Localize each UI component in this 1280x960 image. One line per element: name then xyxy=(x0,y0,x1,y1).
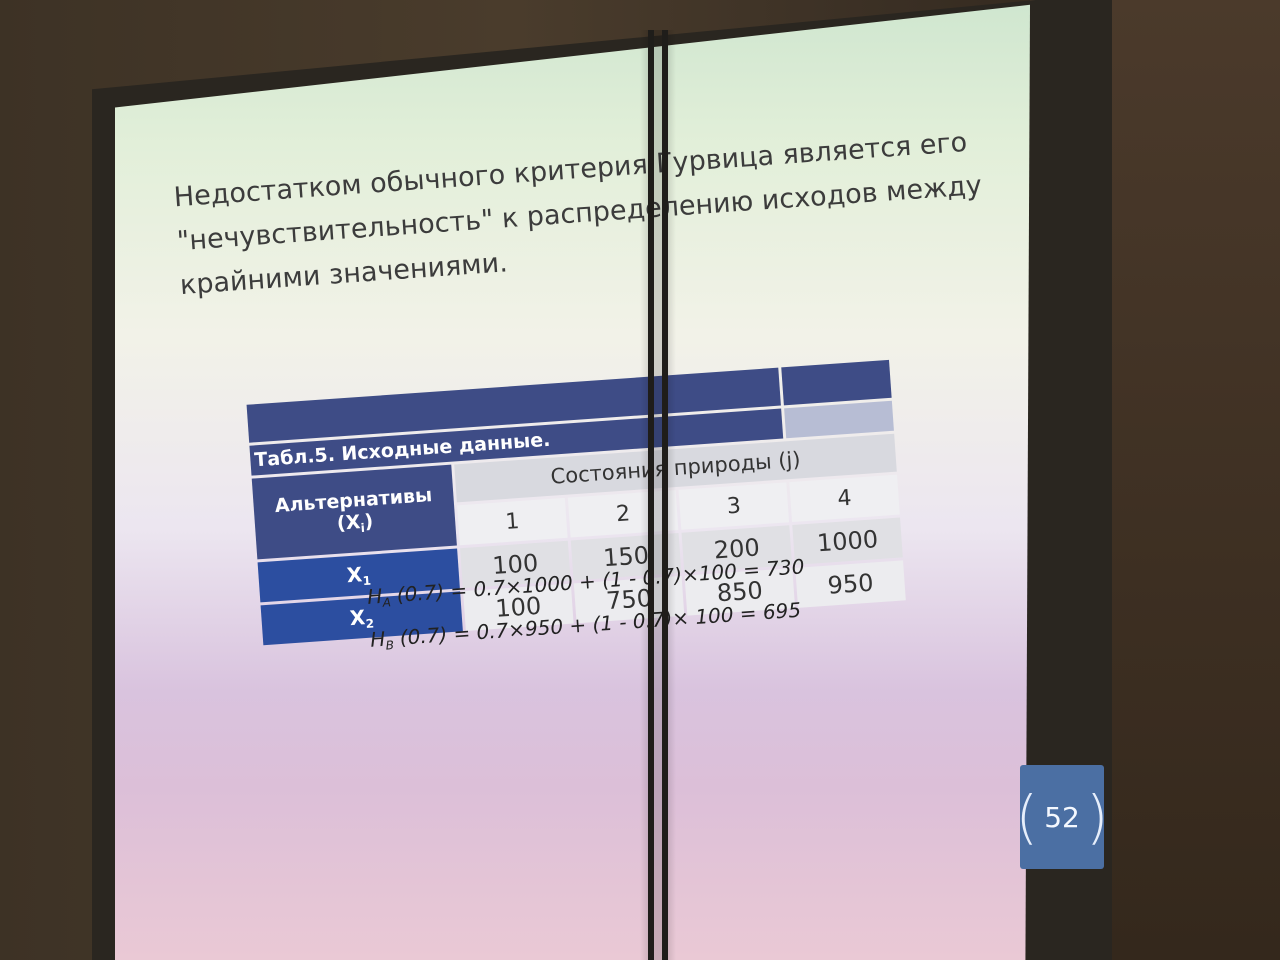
column-number: 3 xyxy=(678,482,790,530)
column-number: 1 xyxy=(457,497,568,546)
table-cell: 950 xyxy=(795,560,906,608)
projected-slide: Недостатком обычного критерия Гурвица яв… xyxy=(115,4,1030,960)
bracket-right-icon: ) xyxy=(1085,783,1109,851)
column-number: 4 xyxy=(789,474,900,523)
foreground-pole xyxy=(648,30,654,960)
slide-heading: Недостатком обычного критерия Гурвица яв… xyxy=(172,123,983,308)
page-number: 52 xyxy=(1044,800,1080,834)
foreground-pole xyxy=(662,30,668,960)
table-cell: 1000 xyxy=(792,517,903,565)
page-number-badge: ( 52 ) xyxy=(1016,765,1108,869)
bracket-left-icon: ( xyxy=(1015,783,1039,851)
slide-content: Недостатком обычного критерия Гурвица яв… xyxy=(115,5,1030,958)
alternatives-header: Альтернативы (Xi) xyxy=(251,464,457,560)
pole-shadow xyxy=(640,30,676,960)
